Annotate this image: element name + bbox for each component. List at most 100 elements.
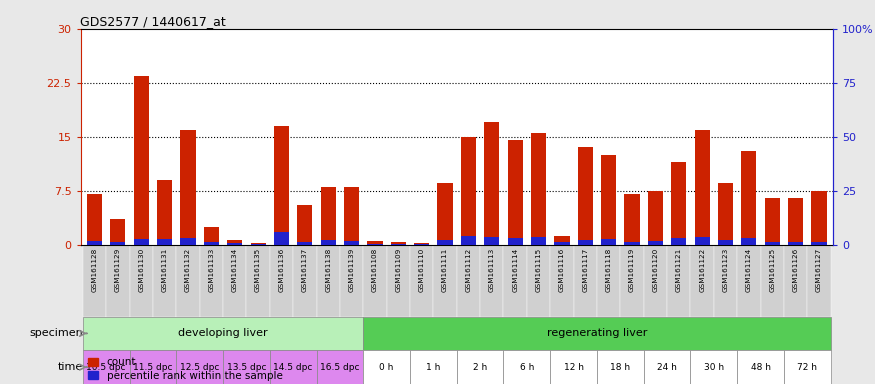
Text: GSM161135: GSM161135 bbox=[255, 248, 261, 293]
Bar bbox=[200, 245, 223, 316]
Bar bbox=[695, 129, 710, 245]
Bar bbox=[811, 191, 827, 245]
Text: 0 h: 0 h bbox=[380, 362, 394, 372]
Text: GSM161137: GSM161137 bbox=[302, 248, 308, 293]
Bar bbox=[503, 350, 550, 384]
Text: 1 h: 1 h bbox=[426, 362, 441, 372]
Text: regenerating liver: regenerating liver bbox=[547, 328, 648, 338]
Bar bbox=[410, 350, 457, 384]
Bar bbox=[597, 245, 620, 316]
Bar bbox=[83, 245, 106, 316]
Bar bbox=[363, 350, 410, 384]
Bar bbox=[368, 243, 382, 245]
Bar bbox=[527, 245, 550, 316]
Text: 30 h: 30 h bbox=[704, 362, 724, 372]
Bar bbox=[531, 133, 546, 245]
Text: GSM161128: GSM161128 bbox=[92, 248, 97, 293]
Bar bbox=[363, 316, 830, 350]
Text: GSM161132: GSM161132 bbox=[185, 248, 191, 293]
Bar bbox=[480, 245, 503, 316]
Bar bbox=[106, 245, 130, 316]
Bar bbox=[83, 350, 130, 384]
Bar bbox=[344, 187, 359, 245]
Text: 14.5 dpc: 14.5 dpc bbox=[274, 362, 313, 372]
Text: time: time bbox=[58, 362, 83, 372]
Bar bbox=[690, 245, 714, 316]
Bar bbox=[507, 140, 522, 245]
Text: GSM161133: GSM161133 bbox=[208, 248, 214, 293]
Bar bbox=[340, 245, 363, 316]
Text: GSM161118: GSM161118 bbox=[606, 248, 612, 293]
Bar bbox=[130, 245, 153, 316]
Bar bbox=[550, 245, 574, 316]
Text: 10.5 dpc: 10.5 dpc bbox=[87, 362, 126, 372]
Text: 13.5 dpc: 13.5 dpc bbox=[227, 362, 266, 372]
Text: GSM161119: GSM161119 bbox=[629, 248, 635, 293]
Bar bbox=[87, 241, 102, 245]
Bar bbox=[344, 241, 359, 245]
Bar bbox=[644, 350, 690, 384]
Bar bbox=[784, 350, 830, 384]
Bar bbox=[317, 350, 363, 384]
Bar bbox=[484, 122, 500, 245]
Text: 24 h: 24 h bbox=[657, 362, 677, 372]
Bar bbox=[788, 242, 803, 245]
Bar bbox=[180, 238, 196, 245]
Bar bbox=[414, 244, 430, 245]
Bar bbox=[550, 350, 597, 384]
Text: GSM161116: GSM161116 bbox=[559, 248, 565, 293]
Bar bbox=[157, 180, 172, 245]
Text: GSM161122: GSM161122 bbox=[699, 248, 705, 293]
Bar bbox=[83, 316, 363, 350]
Text: GSM161127: GSM161127 bbox=[816, 248, 822, 293]
Text: 12 h: 12 h bbox=[564, 362, 584, 372]
Bar bbox=[808, 245, 830, 316]
Text: GSM161115: GSM161115 bbox=[536, 248, 542, 293]
Bar bbox=[270, 245, 293, 316]
Text: GSM161117: GSM161117 bbox=[582, 248, 588, 293]
Bar bbox=[648, 241, 663, 245]
Bar bbox=[648, 191, 663, 245]
Bar bbox=[410, 245, 433, 316]
Text: 18 h: 18 h bbox=[610, 362, 630, 372]
Text: GSM161110: GSM161110 bbox=[419, 248, 424, 293]
Text: GSM161124: GSM161124 bbox=[746, 248, 752, 293]
Text: GSM161120: GSM161120 bbox=[653, 248, 658, 293]
Bar bbox=[293, 245, 317, 316]
Text: GSM161129: GSM161129 bbox=[115, 248, 121, 293]
Bar bbox=[110, 219, 125, 245]
Text: GSM161138: GSM161138 bbox=[326, 248, 332, 293]
Bar bbox=[695, 237, 710, 245]
Bar bbox=[153, 245, 177, 316]
Text: GSM161108: GSM161108 bbox=[372, 248, 378, 293]
Bar bbox=[667, 245, 690, 316]
Bar bbox=[363, 245, 387, 316]
Bar bbox=[531, 237, 546, 245]
Text: GSM161121: GSM161121 bbox=[676, 248, 682, 293]
Bar bbox=[134, 76, 149, 245]
Text: 16.5 dpc: 16.5 dpc bbox=[320, 362, 360, 372]
Text: 48 h: 48 h bbox=[751, 362, 771, 372]
Bar bbox=[578, 147, 593, 245]
Bar bbox=[718, 184, 733, 245]
Bar bbox=[387, 245, 410, 316]
Bar bbox=[811, 242, 827, 245]
Text: GSM161109: GSM161109 bbox=[396, 248, 402, 293]
Bar bbox=[457, 350, 503, 384]
Bar bbox=[671, 238, 686, 245]
Bar bbox=[204, 242, 219, 245]
Text: GSM161111: GSM161111 bbox=[442, 248, 448, 293]
Bar bbox=[320, 240, 336, 245]
Text: GSM161125: GSM161125 bbox=[769, 248, 775, 293]
Bar bbox=[784, 245, 808, 316]
Bar bbox=[250, 243, 266, 245]
Bar bbox=[438, 184, 452, 245]
Bar bbox=[274, 232, 289, 245]
Bar bbox=[597, 350, 644, 384]
Bar bbox=[741, 238, 757, 245]
Text: developing liver: developing liver bbox=[178, 328, 268, 338]
Text: GSM161136: GSM161136 bbox=[278, 248, 284, 293]
Bar bbox=[484, 237, 500, 245]
Bar bbox=[368, 241, 382, 245]
Bar bbox=[555, 236, 570, 245]
